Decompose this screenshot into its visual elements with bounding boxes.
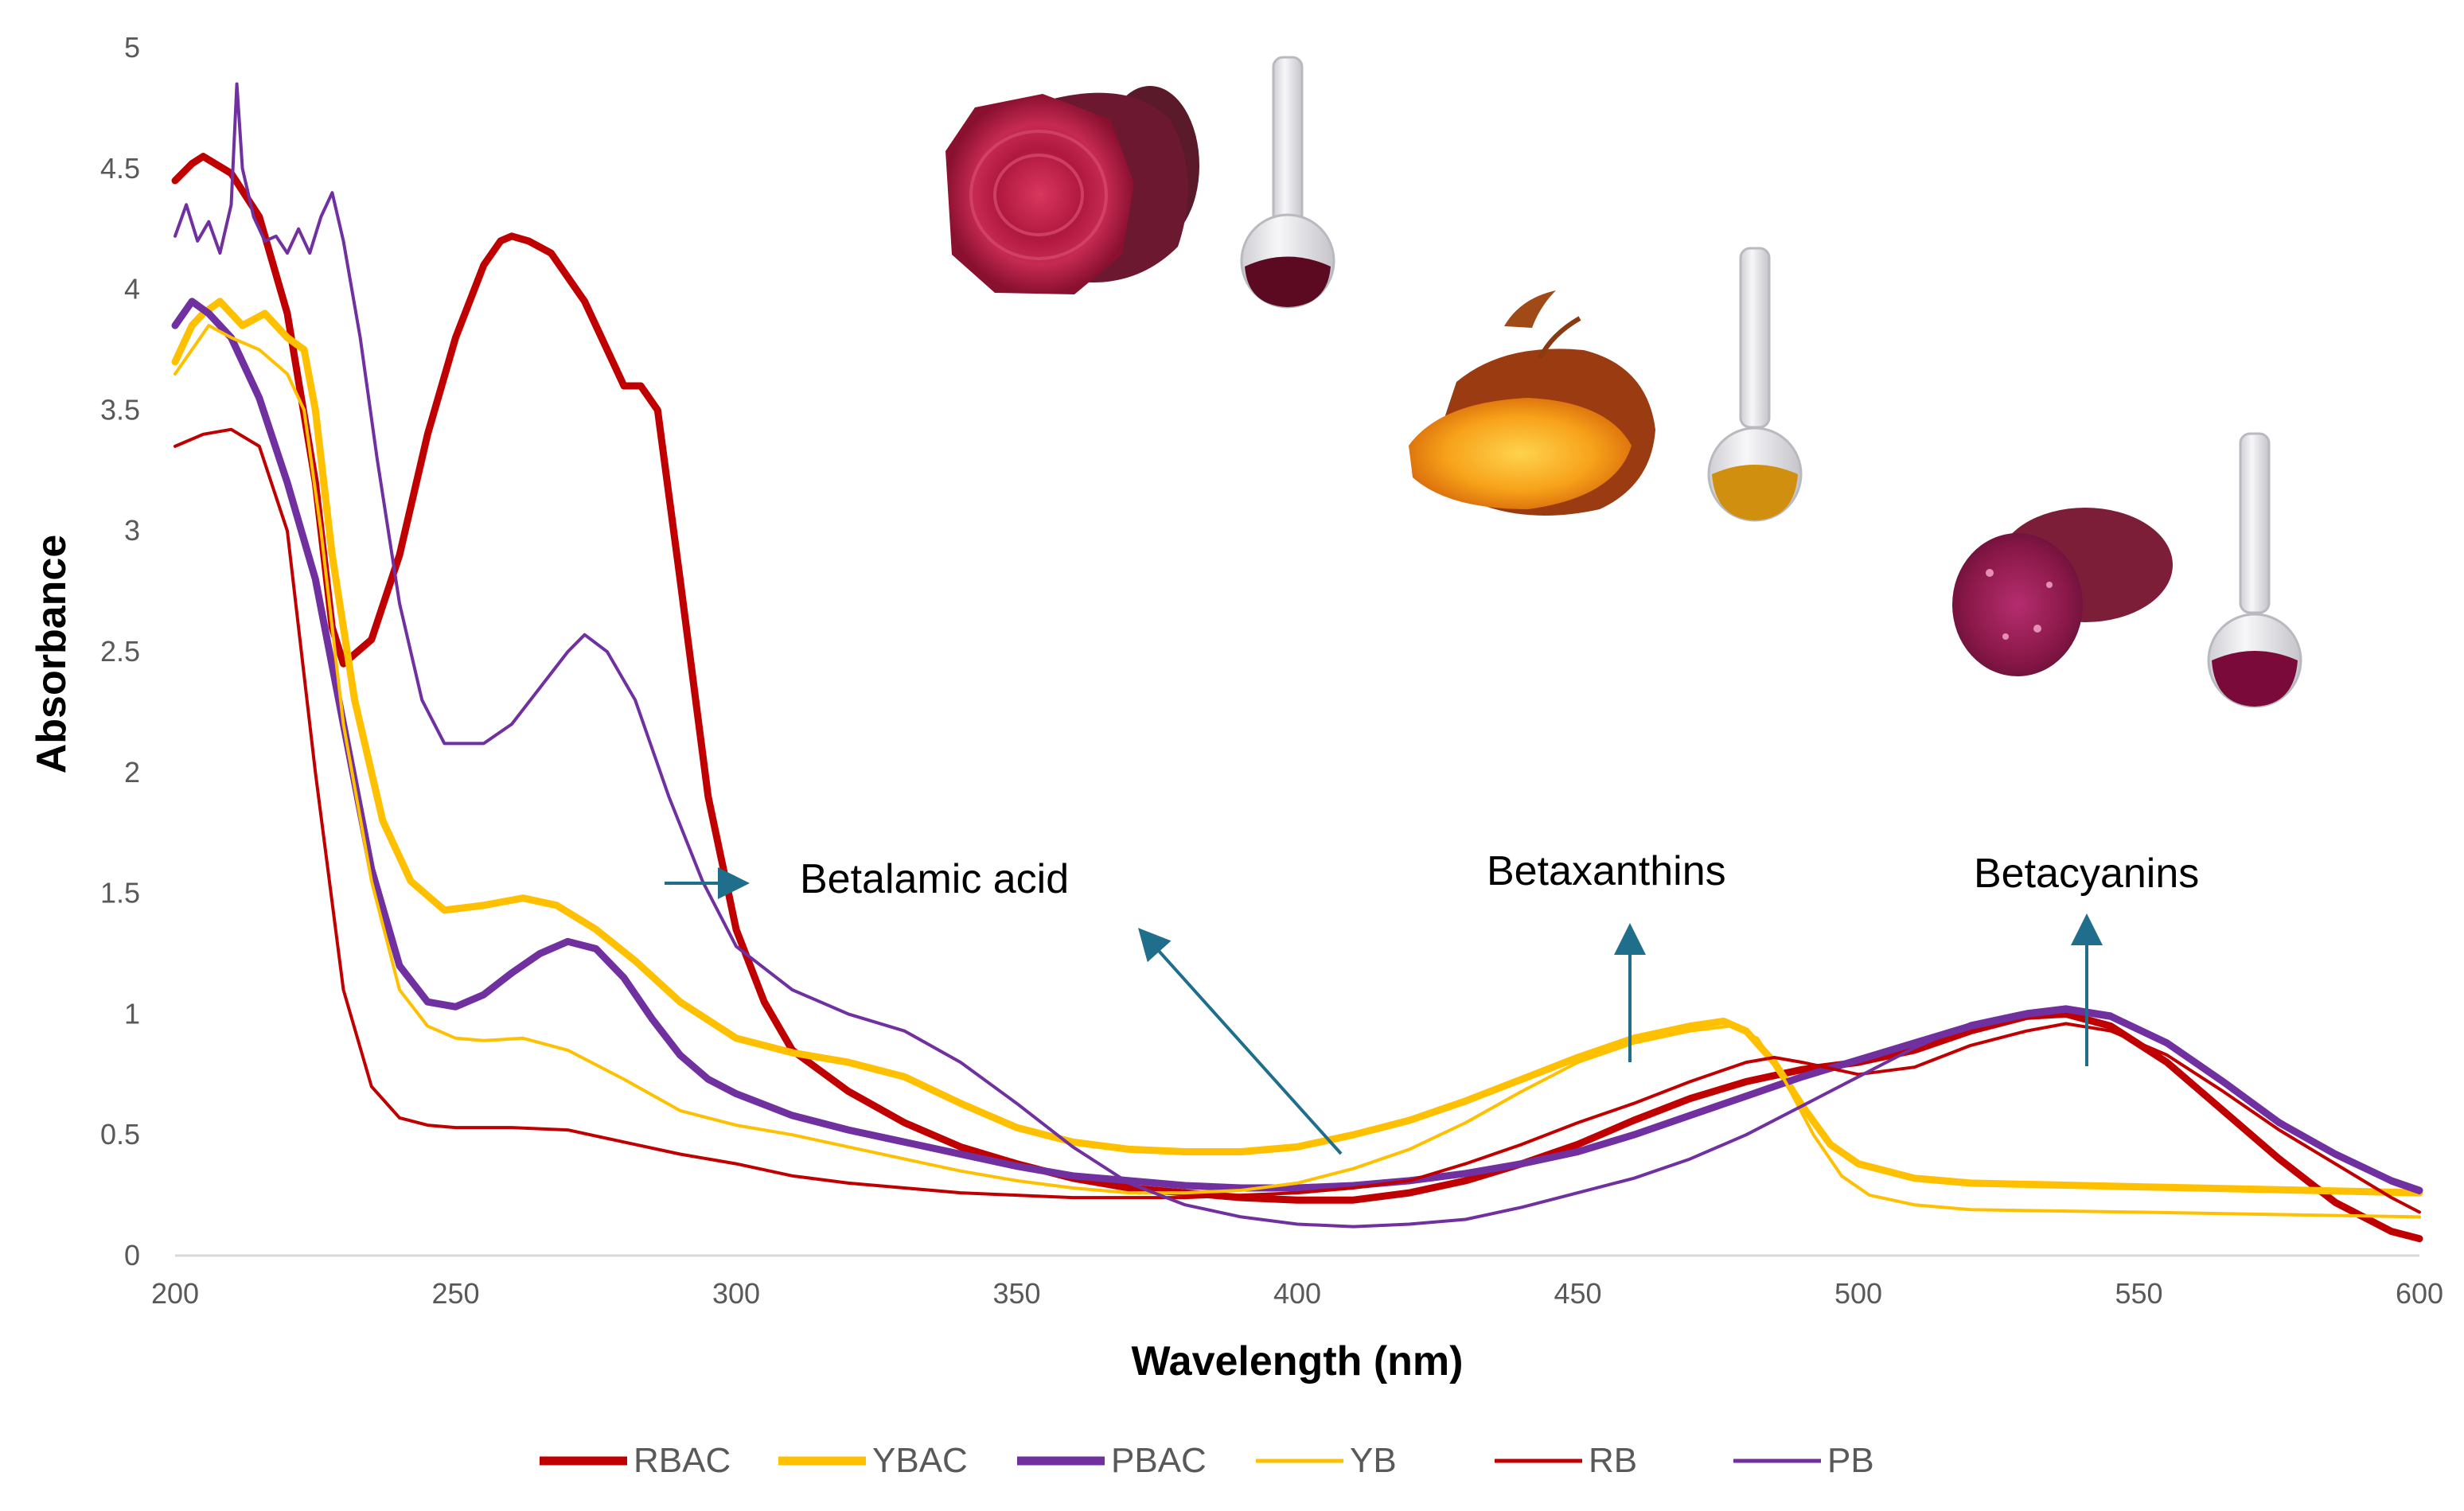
y-tick-label: 3.5 xyxy=(100,393,140,426)
x-tick-label: 550 xyxy=(2115,1277,2162,1310)
annotation-betaxanthins-label: Betaxanthins xyxy=(1487,848,1726,894)
arrow-betalamic-diagonal xyxy=(1137,928,1343,1155)
x-axis-ticks: 200 250 300 350 400 450 500 550 600 xyxy=(151,1277,2443,1310)
series-line-pbac xyxy=(171,298,2423,1194)
annotation-betacyanins-label: Betacyanins xyxy=(1974,851,2199,897)
x-tick-label: 350 xyxy=(992,1277,1040,1310)
x-tick-label: 200 xyxy=(151,1277,199,1310)
series-line-pb xyxy=(173,82,2421,1229)
legend: RBAC YBAC PBAC YB RB PB xyxy=(540,1441,1874,1480)
y-tick-label: 3 xyxy=(124,514,140,547)
y-tick-label: 4 xyxy=(124,273,140,306)
y-tick-label: 1 xyxy=(124,997,140,1030)
annotation-betacyanins: Betacyanins xyxy=(1974,851,2199,897)
prickly-pear-illustration xyxy=(1952,508,2173,676)
y-tick-label: 4.5 xyxy=(100,152,140,185)
series-line-rb xyxy=(173,427,2421,1214)
y-tick-label: 1.5 xyxy=(100,877,140,909)
legend-label-rbac: RBAC xyxy=(634,1441,731,1480)
prickly-pear-flask-icon xyxy=(2207,432,2302,708)
y-tick-label: 0 xyxy=(124,1239,140,1271)
legend-label-ybac: YBAC xyxy=(872,1441,968,1480)
y-tick-label: 5 xyxy=(124,31,140,64)
x-tick-label: 450 xyxy=(1554,1277,1601,1310)
x-tick-label: 300 xyxy=(712,1277,760,1310)
x-tick-label: 400 xyxy=(1273,1277,1321,1310)
yellow-beet-illustration xyxy=(1409,290,1655,516)
series-line-yb xyxy=(173,324,2421,1219)
x-tick-label: 500 xyxy=(1834,1277,1882,1310)
annotation-betaxanthins: Betaxanthins xyxy=(1487,848,1726,894)
legend-label-yb: YB xyxy=(1350,1441,1397,1480)
x-tick-label: 600 xyxy=(2396,1277,2443,1310)
y-axis-ticks: 0 0.5 1 1.5 2 2.5 3 3.5 4 4.5 5 xyxy=(100,31,140,1271)
y-tick-label: 2 xyxy=(124,756,140,789)
x-tick-label: 250 xyxy=(431,1277,479,1310)
annotation-betalamic-acid-label: Betalamic acid xyxy=(800,856,1069,902)
series-lines xyxy=(171,82,2423,1243)
red-beet-illustration xyxy=(945,86,1199,294)
y-axis-title: Absorbance xyxy=(29,535,75,774)
annotation-betalamic-acid: Betalamic acid xyxy=(800,856,1069,902)
legend-label-pb: PB xyxy=(1827,1441,1874,1480)
legend-label-pbac: PBAC xyxy=(1111,1441,1207,1480)
y-tick-label: 2.5 xyxy=(100,635,140,668)
legend-label-rb: RB xyxy=(1589,1441,1637,1480)
x-axis-title: Wavelength (nm) xyxy=(1132,1338,1464,1384)
series-line-ybac xyxy=(171,298,2423,1197)
red-beet-flask-icon xyxy=(1240,56,1335,309)
yellow-beet-flask-icon xyxy=(1707,247,1803,522)
y-tick-label: 0.5 xyxy=(100,1118,140,1151)
series-line-rbac xyxy=(171,153,2423,1243)
